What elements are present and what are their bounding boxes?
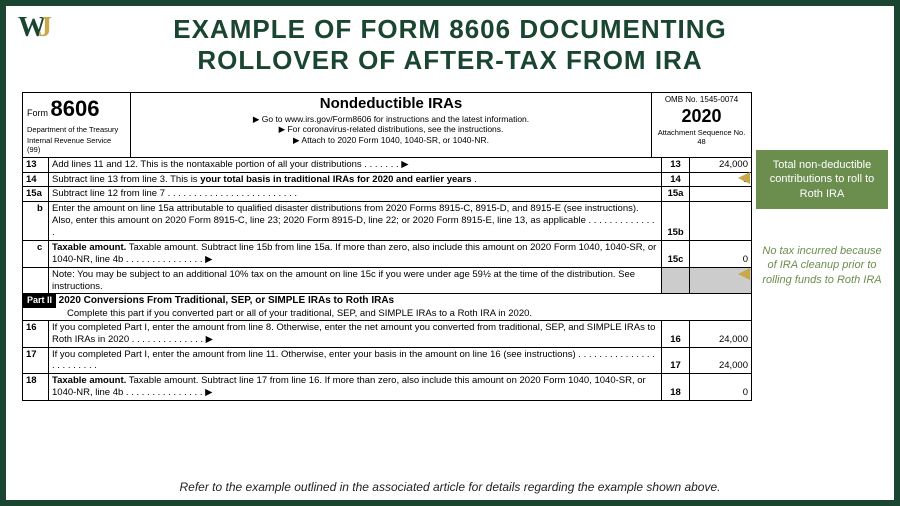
- line-18: 18 Taxable amount. Taxable amount. Subtr…: [23, 374, 752, 401]
- form-sub3: ▶ Attach to 2020 Form 1040, 1040-SR, or …: [137, 135, 645, 146]
- arrow-icon: [738, 268, 750, 280]
- form-number: 8606: [51, 96, 100, 121]
- form-title-block: Nondeductible IRAs ▶ Go to www.irs.gov/F…: [131, 93, 651, 157]
- line-16-value: 24,000: [690, 320, 752, 347]
- arrow-icon: [738, 172, 750, 184]
- tax-year: 2020: [656, 105, 747, 128]
- annotation-nondeductible: Total non-deductible contributions to ro…: [756, 150, 888, 209]
- part2-title: 2020 Conversions From Traditional, SEP, …: [59, 295, 394, 306]
- annotation-notax: No tax incurred because of IRA cleanup p…: [756, 236, 888, 295]
- form-sub1: ▶ Go to www.irs.gov/Form8606 for instruc…: [137, 114, 645, 125]
- part2-header: Part II 2020 Conversions From Traditiona…: [23, 294, 752, 320]
- line-15b-value: [690, 202, 752, 241]
- line-15a-value: [690, 187, 752, 202]
- part2-sub: Complete this part if you converted part…: [23, 308, 532, 319]
- footnote: Refer to the example outlined in the ass…: [0, 480, 900, 494]
- form-meta-block: OMB No. 1545-0074 2020 Attachment Sequen…: [651, 93, 751, 157]
- line-15b: b Enter the amount on line 15a attributa…: [23, 202, 752, 241]
- part2-label: Part II: [23, 294, 56, 307]
- form-label: Form: [27, 108, 48, 118]
- line-15a: 15a Subtract line 12 from line 7 . . . .…: [23, 187, 752, 202]
- form-id-block: Form 8606 Department of the Treasury Int…: [23, 93, 131, 157]
- line-15c-value: 0: [690, 240, 752, 267]
- line-17: 17 If you completed Part I, enter the am…: [23, 347, 752, 374]
- dept-line2: Internal Revenue Service (99): [27, 136, 126, 155]
- omb-number: OMB No. 1545-0074: [656, 95, 747, 105]
- form-main-title: Nondeductible IRAs: [137, 95, 645, 114]
- line-16: 16 If you completed Part I, enter the am…: [23, 320, 752, 347]
- line-17-value: 24,000: [690, 347, 752, 374]
- line-15c: c Taxable amount. Taxable amount. Subtra…: [23, 240, 752, 267]
- form-header: Form 8606 Department of the Treasury Int…: [22, 92, 752, 157]
- form-content: Form 8606 Department of the Treasury Int…: [22, 92, 752, 401]
- line-note: Note: You may be subject to an additiona…: [23, 267, 752, 294]
- form-table: 13 Add lines 11 and 12. This is the nont…: [22, 157, 752, 401]
- line-13: 13 Add lines 11 and 12. This is the nont…: [23, 157, 752, 172]
- line-14: 14 Subtract line 13 from line 3. This is…: [23, 172, 752, 187]
- attachment-seq: Attachment Sequence No. 48: [656, 128, 747, 147]
- line-13-value: 24,000: [690, 157, 752, 172]
- line-18-value: 0: [690, 374, 752, 401]
- dept-line1: Department of the Treasury: [27, 125, 126, 134]
- logo: WJ: [18, 12, 52, 44]
- form-sub2: ▶ For coronavirus-related distributions,…: [137, 124, 645, 135]
- logo-j: J: [38, 12, 52, 43]
